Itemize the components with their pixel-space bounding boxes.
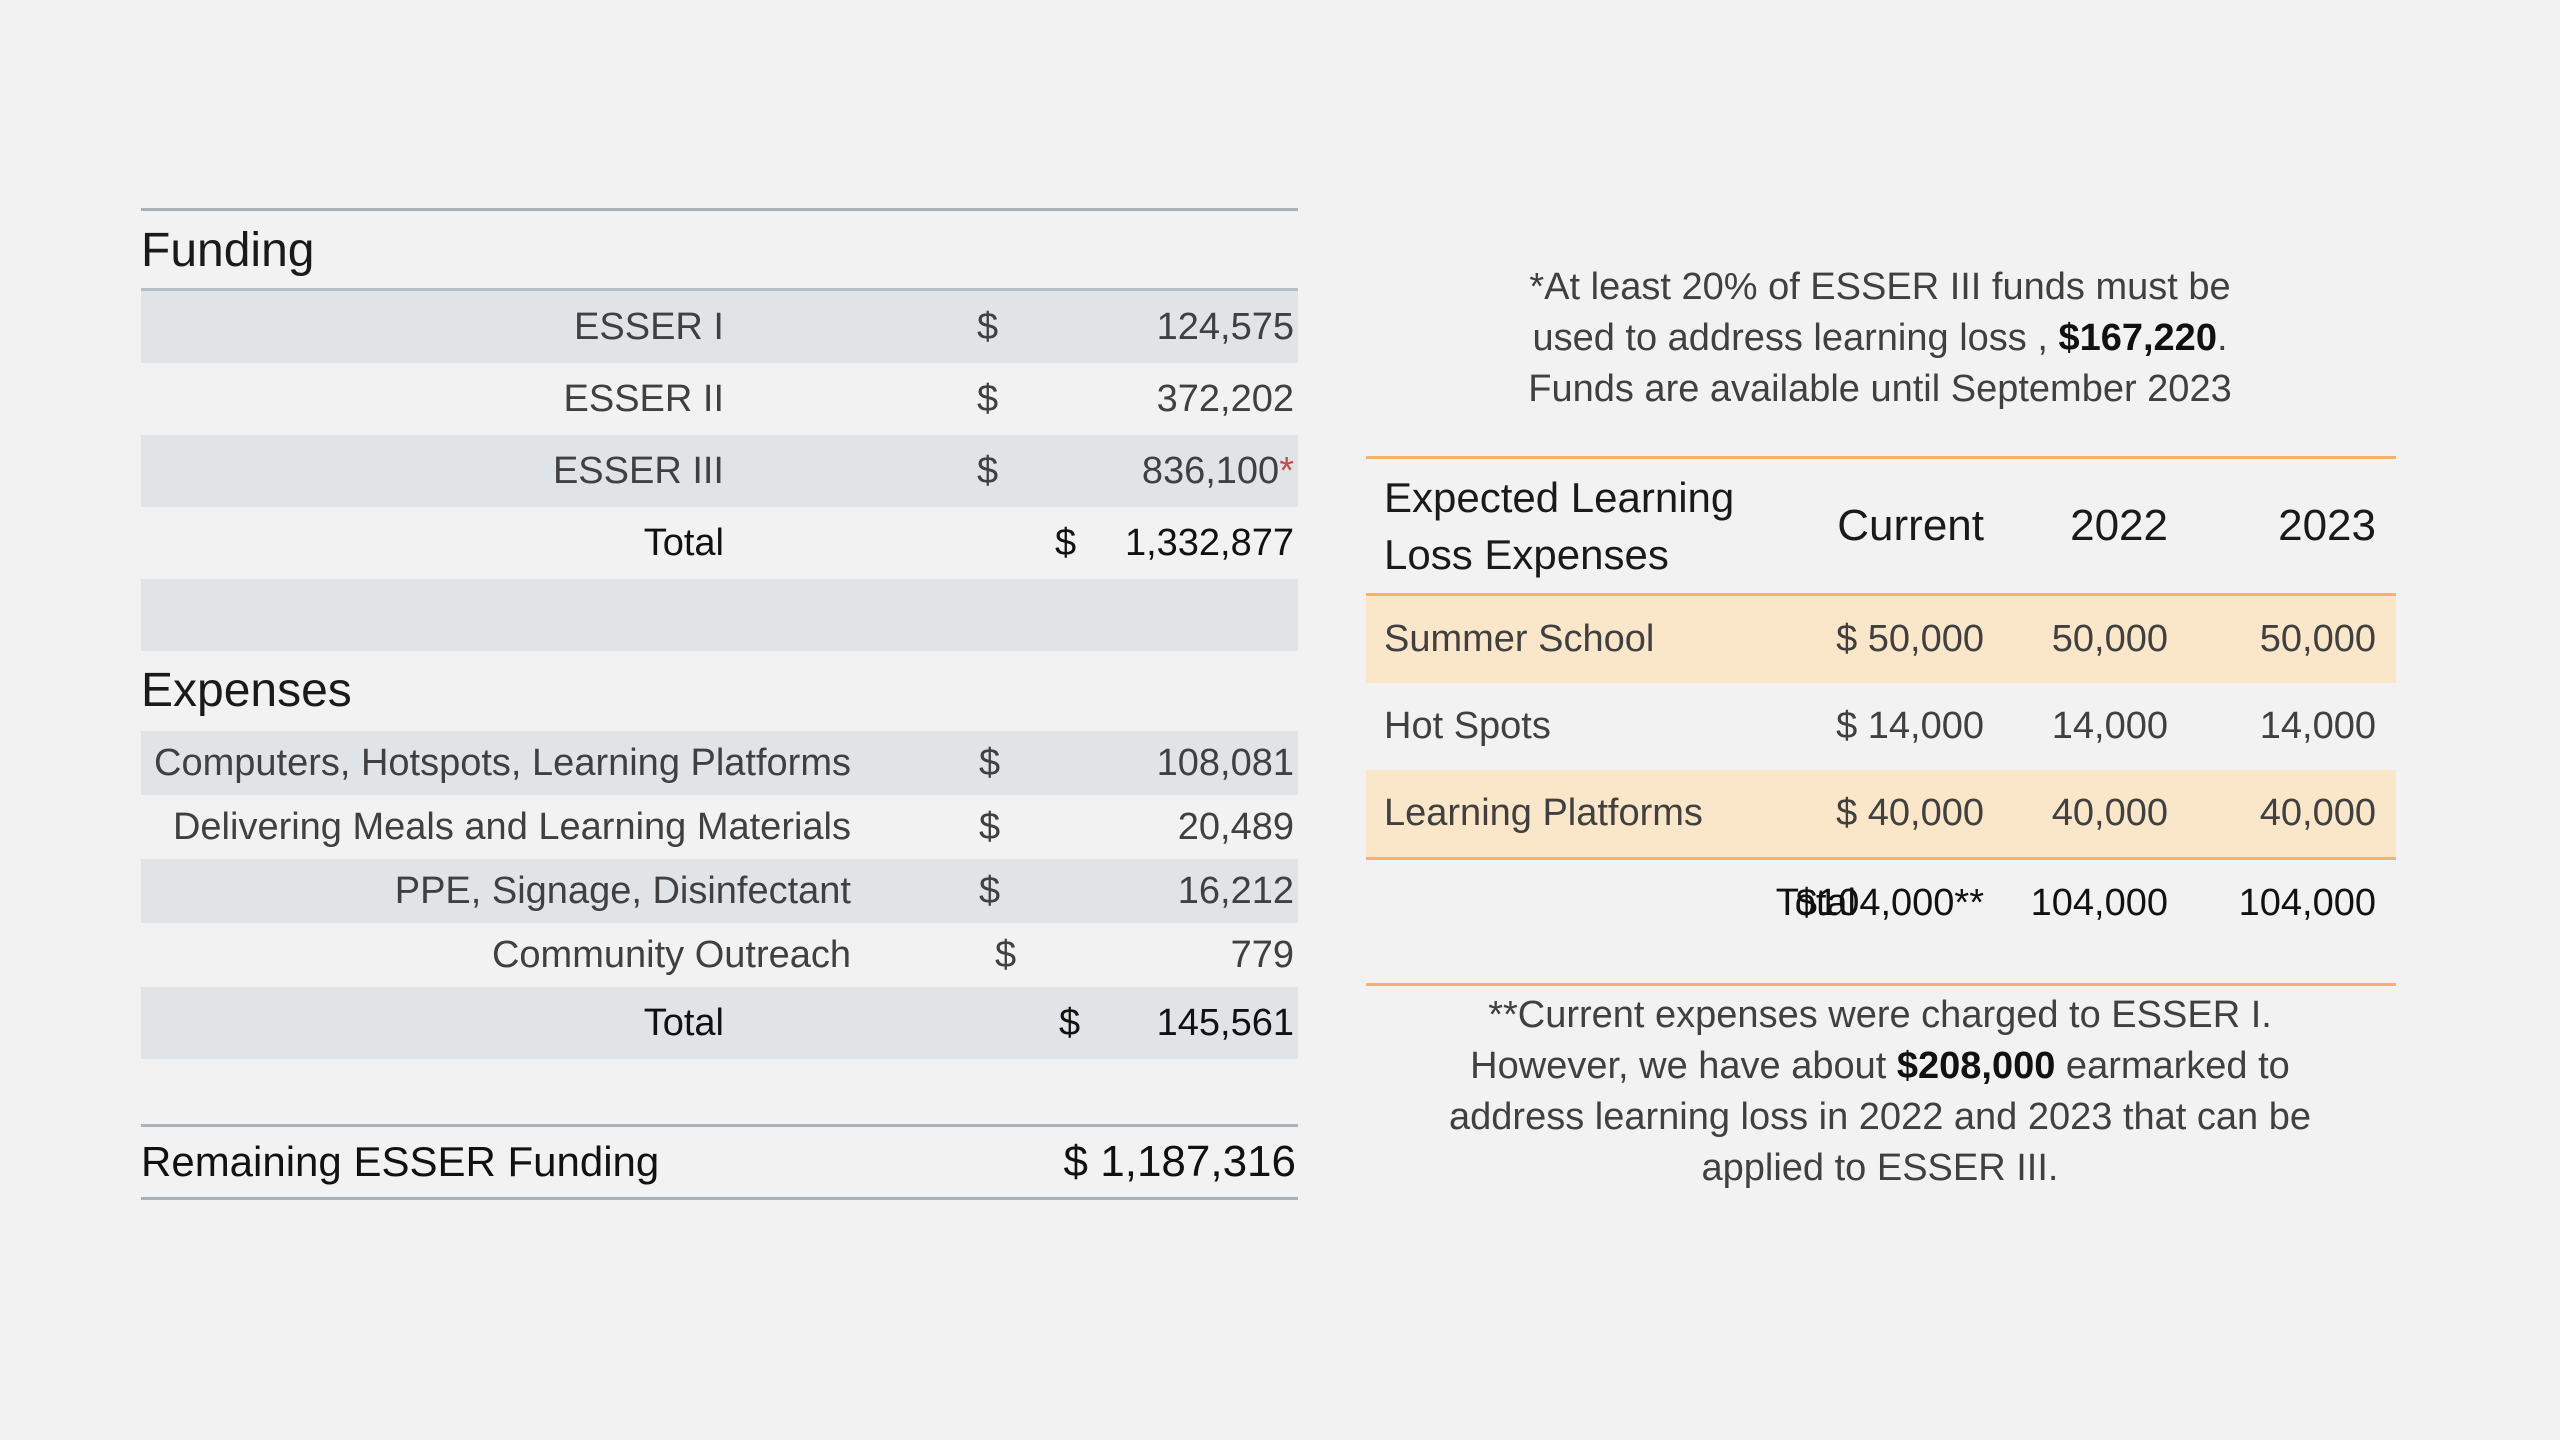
note-text: earmarked to bbox=[2055, 1045, 2290, 1087]
total-current: $104,000** bbox=[1795, 882, 1984, 924]
header-2023: 2023 bbox=[2278, 501, 2376, 550]
header-expense-name: Expected Learning Loss Expenses bbox=[1384, 469, 1734, 583]
spacer-band bbox=[141, 579, 1298, 651]
note-amount: $208,000 bbox=[1896, 1045, 2056, 1087]
note-text: . bbox=[2216, 317, 2228, 359]
note-text: However, we have about bbox=[1470, 1045, 1897, 1087]
expense-row-value: 108,081 bbox=[1156, 742, 1294, 784]
table-total-row: Total $104,000** 104,000 104,000 bbox=[1366, 860, 2396, 947]
note-line: applied to ESSER III. bbox=[1701, 1147, 2059, 1189]
note-line: However, we have about $208,000 earmarke… bbox=[1380, 1041, 2380, 1092]
funding-row: ESSER II $ 372,202 bbox=[141, 363, 1298, 435]
funding-total-value: 1,332,877 bbox=[1124, 522, 1294, 564]
currency-symbol: $ bbox=[977, 306, 999, 348]
esser-iii-note: *At least 20% of ESSER III funds must be… bbox=[1380, 262, 2380, 415]
remaining-funding-value: $ 1,187,316 bbox=[1063, 1137, 1296, 1186]
header-line: Loss Expenses bbox=[1384, 531, 1669, 578]
expense-row-value: 20,489 bbox=[1177, 806, 1294, 848]
funding-row-value: 124,575 bbox=[1156, 306, 1294, 348]
header-current: Current bbox=[1837, 501, 1984, 550]
currency-symbol: $ bbox=[979, 806, 1001, 848]
note-line: **Current expenses were charged to ESSER… bbox=[1488, 994, 2272, 1036]
note-text: used to address learning loss , bbox=[1532, 317, 2059, 359]
expense-name: Hot Spots bbox=[1384, 705, 1551, 747]
esser-i-note: **Current expenses were charged to ESSER… bbox=[1380, 990, 2380, 1194]
funding-row-label: ESSER III bbox=[552, 450, 724, 492]
funding-row-label: ESSER I bbox=[574, 306, 724, 348]
remaining-funding-label: Remaining ESSER Funding bbox=[141, 1138, 660, 1185]
current-value: $ 14,000 bbox=[1836, 705, 1984, 747]
note-line: Funds are available until September 2023 bbox=[1528, 368, 2232, 410]
value-2022: 50,000 bbox=[2051, 618, 2168, 660]
expense-row-value: 16,212 bbox=[1177, 870, 1294, 912]
total-2022: 104,000 bbox=[2030, 882, 2168, 924]
note-line: *At least 20% of ESSER III funds must be bbox=[1529, 266, 2231, 308]
funding-title: Funding bbox=[141, 211, 1298, 291]
currency-symbol: $ bbox=[977, 378, 999, 420]
value-2023: 40,000 bbox=[2259, 792, 2376, 834]
funding-table: Funding ESSER I $ 124,575 ESSER II $ 372… bbox=[141, 208, 1298, 1059]
current-value: $ 50,000 bbox=[1836, 618, 1984, 660]
table-bottom-rule bbox=[1366, 983, 2396, 986]
currency-symbol: $ bbox=[1059, 1002, 1081, 1044]
funding-row: ESSER III $ 836,100* bbox=[141, 435, 1298, 507]
currency-symbol: $ bbox=[979, 742, 1001, 784]
header-line: Expected Learning bbox=[1384, 474, 1735, 521]
expense-name: Learning Platforms bbox=[1384, 792, 1703, 834]
funding-row: ESSER I $ 124,575 bbox=[141, 291, 1298, 363]
funding-row-value: 372,202 bbox=[1156, 378, 1294, 420]
table-row: Summer School $ 50,000 50,000 50,000 bbox=[1366, 596, 2396, 683]
expense-row: Community Outreach $ 779 bbox=[141, 923, 1298, 987]
footnote-marker: * bbox=[1279, 450, 1294, 492]
note-line: address learning loss in 2022 and 2023 t… bbox=[1449, 1096, 2311, 1138]
learning-loss-table: Expected Learning Loss Expenses Current … bbox=[1366, 456, 2396, 986]
expense-row-label: PPE, Signage, Disinfectant bbox=[394, 870, 851, 912]
top-rule bbox=[141, 208, 1298, 211]
value-2022: 14,000 bbox=[2051, 705, 2168, 747]
expense-name: Summer School bbox=[1384, 618, 1655, 660]
value-2023: 14,000 bbox=[2259, 705, 2376, 747]
expenses-title: Expenses bbox=[141, 664, 352, 717]
currency-symbol: $ bbox=[979, 870, 1001, 912]
table-top-rule bbox=[1366, 456, 2396, 459]
expense-row: PPE, Signage, Disinfectant $ 16,212 bbox=[141, 859, 1298, 923]
table-row: Learning Platforms $ 40,000 40,000 40,00… bbox=[1366, 770, 2396, 860]
esser-iii-amount: 836,100 bbox=[1141, 450, 1280, 492]
table-row: Hot Spots $ 14,000 14,000 14,000 bbox=[1366, 683, 2396, 770]
expenses-total-value: 145,561 bbox=[1156, 1002, 1294, 1044]
value-2022: 40,000 bbox=[2051, 792, 2168, 834]
funding-total-label: Total bbox=[643, 522, 724, 564]
currency-symbol: $ bbox=[977, 450, 999, 492]
expense-row-value: 779 bbox=[1230, 934, 1294, 976]
note-amount: $167,220 bbox=[2058, 317, 2217, 359]
expense-row: Delivering Meals and Learning Materials … bbox=[141, 795, 1298, 859]
currency-symbol: $ bbox=[995, 934, 1017, 976]
note-line: used to address learning loss , $167,220… bbox=[1380, 313, 2380, 364]
value-2023: 50,000 bbox=[2259, 618, 2376, 660]
expense-row-label: Computers, Hotspots, Learning Platforms bbox=[154, 742, 851, 784]
currency-symbol: $ bbox=[1055, 522, 1077, 564]
funding-total-row: Total $ 1,332,877 bbox=[141, 507, 1298, 579]
expense-row-label: Community Outreach bbox=[491, 934, 851, 976]
remaining-funding-row: Remaining ESSER Funding $ 1,187,316 bbox=[141, 1124, 1298, 1200]
total-label: Total bbox=[1775, 882, 1856, 924]
header-2022: 2022 bbox=[2070, 501, 2168, 550]
table-header: Expected Learning Loss Expenses Current … bbox=[1366, 459, 2396, 596]
expenses-total-row: Total $ 145,561 bbox=[141, 987, 1298, 1059]
funding-row-value: 836,100* bbox=[1142, 435, 1294, 507]
expense-row-label: Delivering Meals and Learning Materials bbox=[172, 806, 851, 848]
total-2023: 104,000 bbox=[2238, 882, 2376, 924]
expense-row: Computers, Hotspots, Learning Platforms … bbox=[141, 731, 1298, 795]
current-value: $ 40,000 bbox=[1836, 792, 1984, 834]
funding-row-label: ESSER II bbox=[563, 378, 725, 420]
expenses-total-label: Total bbox=[643, 1002, 724, 1044]
